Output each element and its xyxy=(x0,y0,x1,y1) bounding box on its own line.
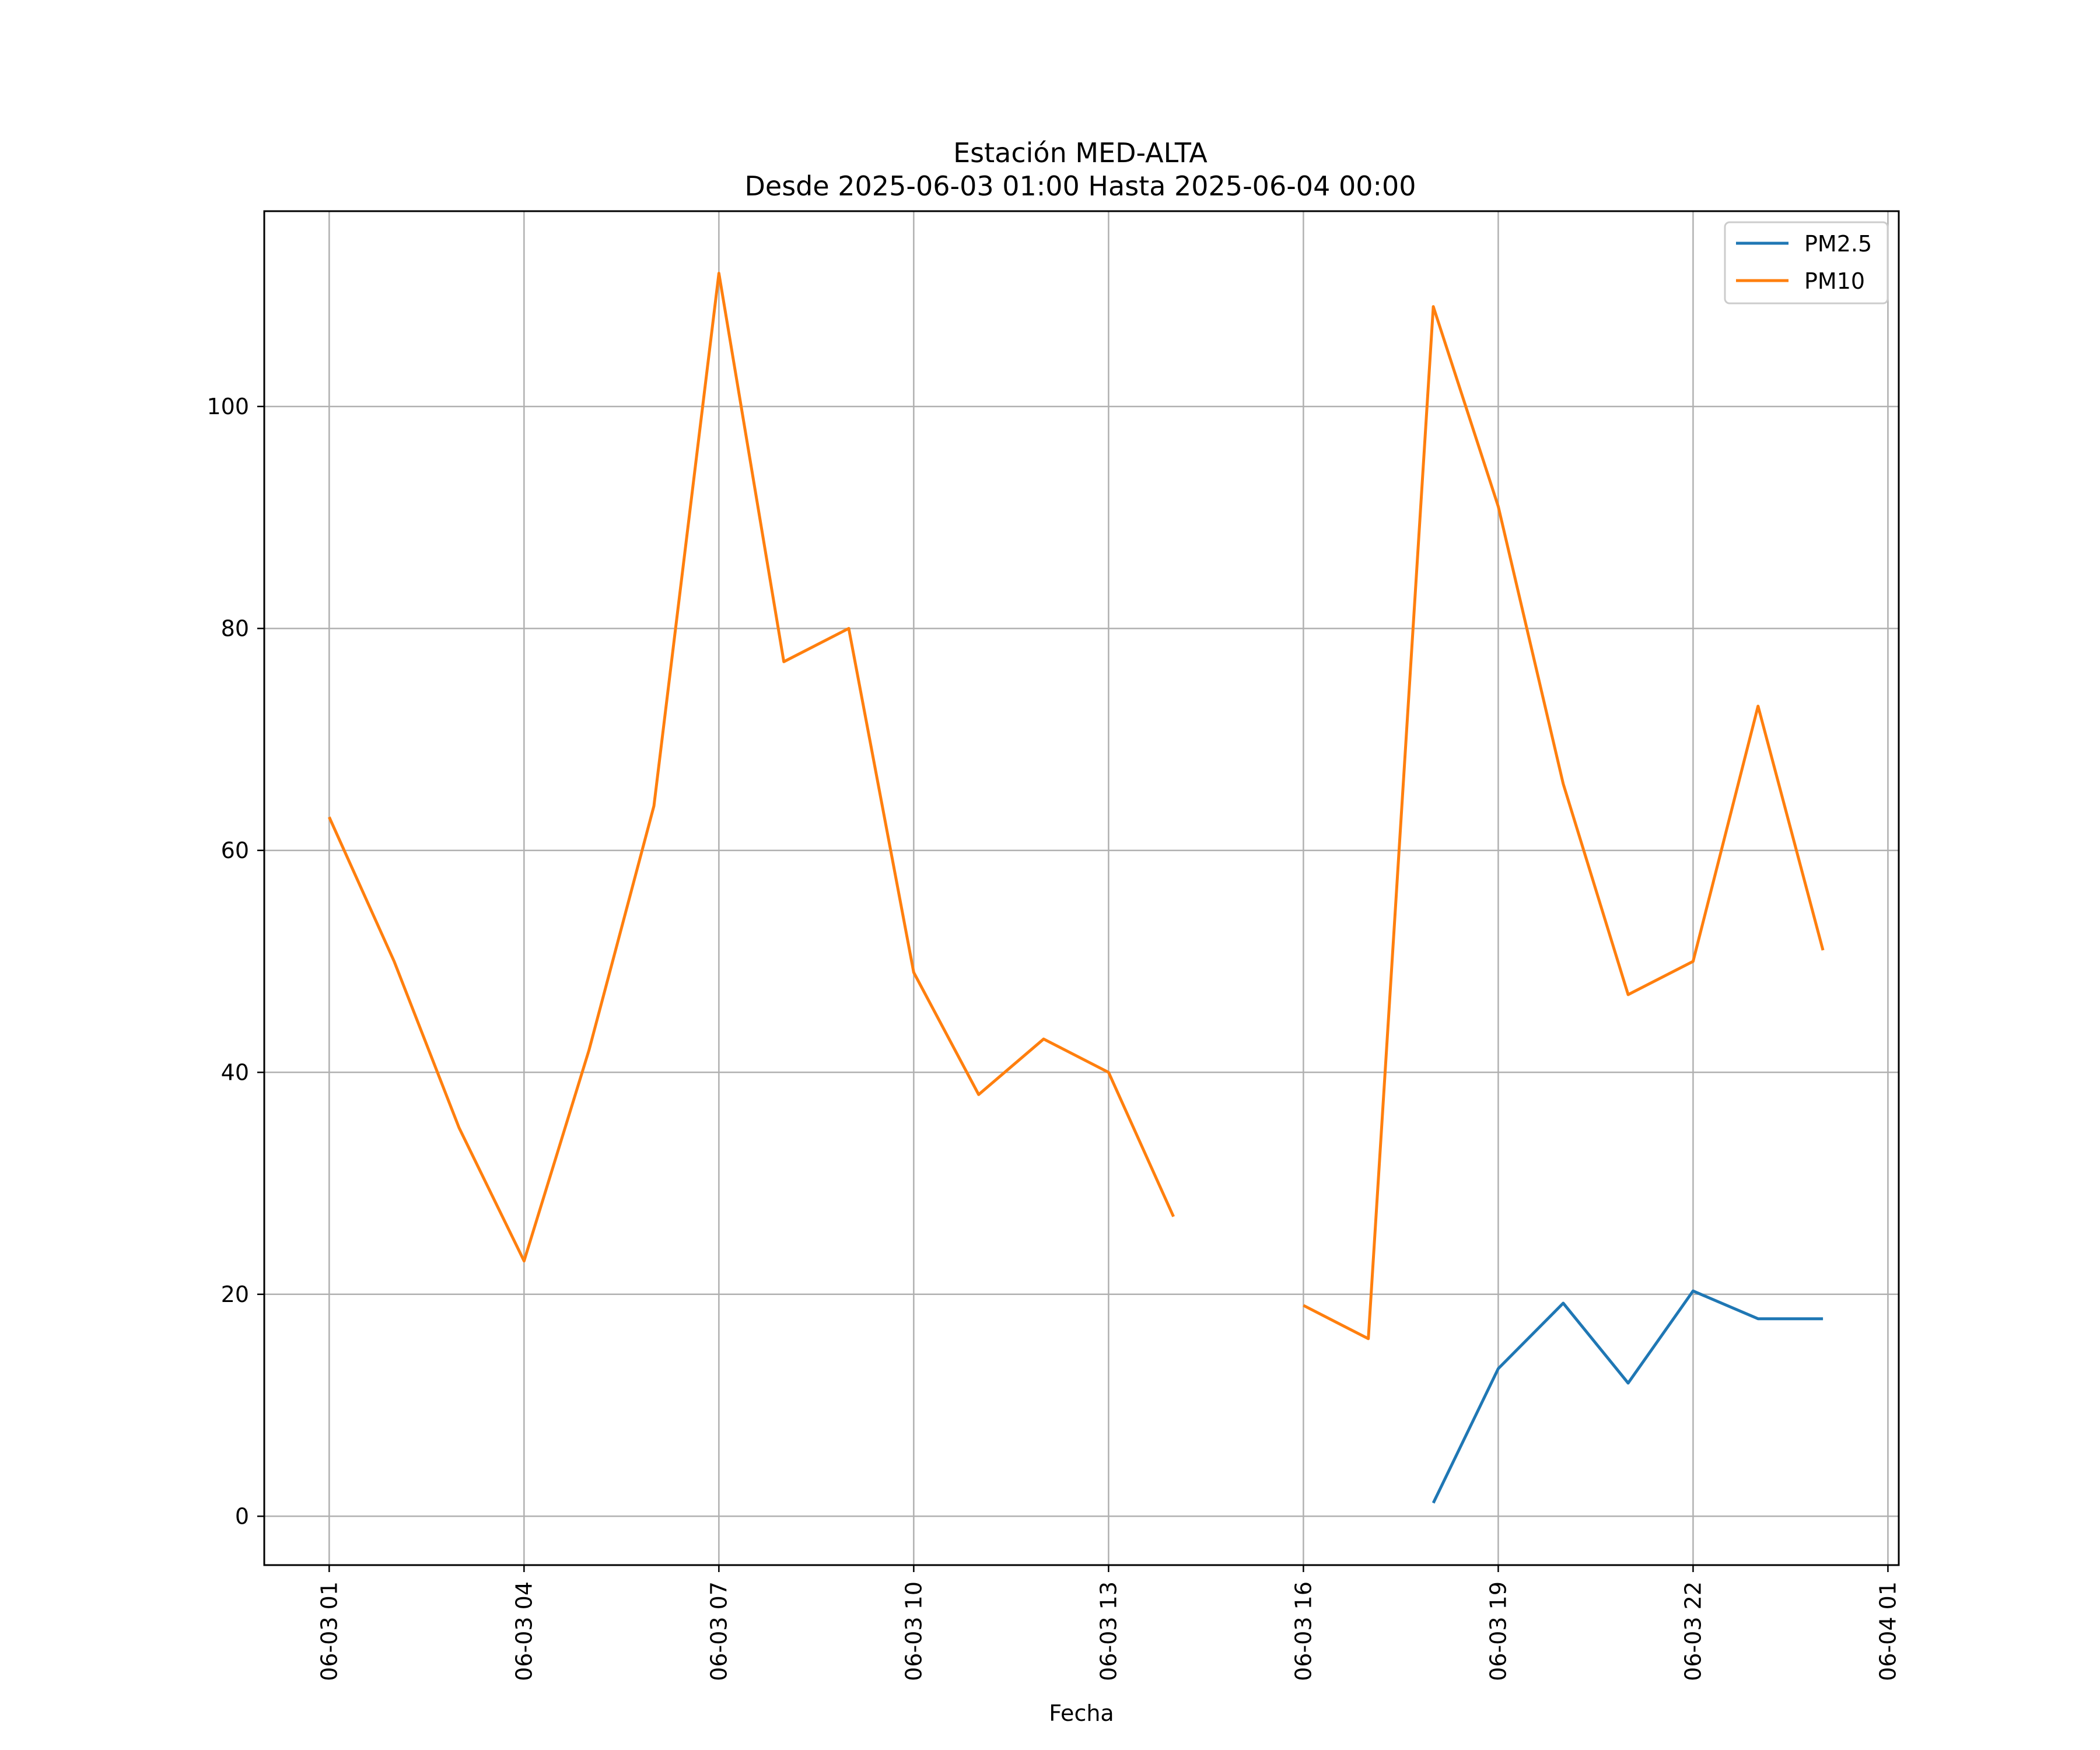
x-tick-label: 06-03 04 xyxy=(511,1581,537,1681)
y-tick-label: 100 xyxy=(206,394,249,419)
y-axis-ticks: 0 20 40 60 80 100 xyxy=(206,394,264,1529)
x-tick-label: 06-03 13 xyxy=(1096,1581,1121,1681)
legend-label-pm10: PM10 xyxy=(1804,268,1865,294)
series-lines xyxy=(328,272,1825,1504)
x-tick-label: 06-04 01 xyxy=(1875,1581,1901,1681)
series-line-pm10 xyxy=(328,272,1825,1340)
legend: PM2.5 PM10 xyxy=(1724,221,1889,304)
y-tick-label: 80 xyxy=(221,615,249,641)
grid xyxy=(264,211,1899,1565)
x-tick-label: 06-03 19 xyxy=(1485,1581,1511,1681)
y-tick-label: 20 xyxy=(221,1282,249,1307)
y-tick-label: 0 xyxy=(235,1503,249,1529)
x-tick-label: 06-03 10 xyxy=(901,1581,926,1681)
series-line-pm25 xyxy=(1432,1289,1824,1504)
y-tick-label: 60 xyxy=(221,838,249,863)
x-tick-label: 06-03 22 xyxy=(1680,1581,1706,1681)
x-tick-label: 06-03 01 xyxy=(316,1581,342,1681)
x-axis-ticks: 06-03 01 06-03 04 06-03 07 06-03 10 06-03 13… xyxy=(316,1565,1901,1681)
chart-subtitle: Desde 2025-06-03 01:00 Hasta 2025-06-04 … xyxy=(744,170,1416,202)
y-tick-label: 40 xyxy=(221,1059,249,1085)
x-tick-label: 06-03 07 xyxy=(706,1581,732,1681)
plot-frame xyxy=(263,210,1900,1566)
x-axis-label: Fecha xyxy=(1049,1700,1114,1726)
x-tick-label: 06-03 16 xyxy=(1290,1581,1316,1681)
chart-title: Estación MED-ALTA xyxy=(953,137,1208,169)
legend-label-pm25: PM2.5 xyxy=(1804,231,1872,257)
